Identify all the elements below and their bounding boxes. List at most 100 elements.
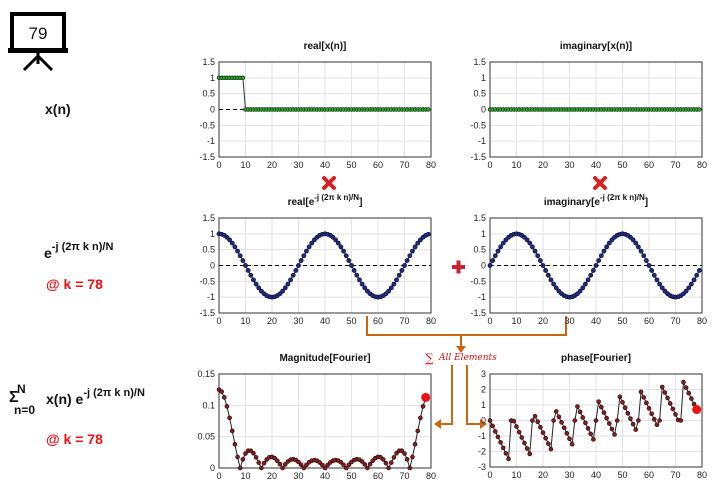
y-tick-label: -0.5	[199, 276, 215, 286]
data-point	[588, 431, 594, 437]
y-tick-label: 1	[481, 400, 486, 410]
data-point	[219, 389, 224, 394]
data-point	[248, 272, 254, 278]
data-point	[232, 244, 238, 250]
data-point	[298, 462, 304, 468]
data-point	[380, 457, 386, 462]
title-end: ]	[359, 197, 362, 208]
x-tick-label: 30	[293, 160, 303, 170]
x-tick-label: 40	[320, 316, 330, 326]
y-tick-label: 0	[481, 416, 486, 426]
x-tick-label: 10	[240, 316, 250, 326]
x-tick-label: 80	[697, 470, 707, 480]
data-point	[604, 415, 609, 421]
data-point	[585, 277, 591, 283]
data-point	[612, 432, 617, 437]
data-point	[412, 244, 418, 250]
data-point	[654, 422, 660, 428]
y-tick-label: -1	[207, 292, 215, 302]
x-tick-label: 80	[697, 160, 707, 170]
data-point	[604, 244, 609, 250]
data-point	[556, 414, 562, 420]
data-point	[426, 107, 431, 112]
data-point	[309, 240, 315, 246]
data-point	[386, 288, 391, 294]
x-tick-label: 30	[293, 471, 303, 481]
x-tick-label: 70	[399, 316, 409, 326]
data-point	[240, 75, 246, 81]
y-tick-label: 0	[481, 105, 486, 115]
exp-label: e-j (2π k n)/N	[44, 241, 113, 261]
data-point	[407, 253, 413, 259]
data-point	[548, 446, 554, 452]
data-point	[577, 288, 583, 294]
data-point	[341, 462, 346, 468]
plot-imag-x: 0 10 20 30 40 50 60 70 80 -1.5 -1 -0.5 0 0.5 1 1.5 imagi…	[470, 41, 707, 170]
x-tick-label: 50	[617, 160, 627, 170]
data-point	[359, 459, 365, 464]
data-point	[256, 460, 262, 465]
data-point	[259, 465, 264, 471]
x-tick-label: 50	[617, 470, 627, 480]
data-point	[274, 458, 280, 464]
data-point	[290, 272, 296, 278]
y-tick-label: 1	[481, 229, 486, 239]
data-point	[243, 451, 248, 456]
data-point	[391, 281, 397, 287]
data-point	[404, 258, 410, 263]
xn-label: x(n)	[45, 101, 71, 117]
plot-title: real[x(n)]	[304, 41, 347, 52]
data-point	[280, 465, 285, 471]
data-point	[532, 248, 538, 254]
data-point	[591, 437, 596, 442]
y-tick-label: -1.5	[470, 308, 486, 318]
y-tick-label: -1	[478, 431, 486, 441]
data-point	[235, 454, 240, 460]
data-point	[343, 465, 349, 471]
plot-title: Magnitude[Fourier]	[279, 353, 370, 364]
x-tick-label: 0	[487, 160, 492, 170]
data-point	[651, 272, 657, 278]
title-end: ]	[645, 197, 648, 208]
data-point	[630, 237, 636, 243]
data-point	[535, 253, 541, 259]
data-point	[646, 263, 652, 268]
data-point	[506, 456, 511, 462]
data-point	[609, 426, 615, 432]
data-point	[301, 465, 307, 471]
all-elements-label: ∑ All Elements	[425, 351, 497, 365]
y-tick-label: -0.5	[199, 120, 215, 130]
data-point	[338, 244, 344, 250]
sum-body: x(n) e	[46, 391, 84, 407]
data-point	[696, 268, 702, 273]
data-point	[524, 237, 530, 243]
data-point	[341, 248, 346, 254]
x-tick-label: 60	[373, 160, 383, 170]
y-tick-label: 2	[481, 385, 486, 395]
x-tick-label: 10	[511, 470, 521, 480]
data-point	[535, 419, 541, 425]
data-point	[277, 461, 283, 467]
data-point	[415, 428, 421, 434]
data-point	[540, 430, 546, 435]
data-point	[343, 253, 349, 259]
x-tick-label: 80	[426, 316, 436, 326]
data-point	[659, 285, 665, 291]
data-point	[511, 418, 517, 424]
x-tick-label: 80	[426, 160, 436, 170]
k-label-2: @ k = 78	[46, 431, 103, 447]
data-point	[240, 457, 246, 462]
title-base: real[e	[288, 197, 315, 208]
x-tick-label: 80	[426, 471, 436, 481]
data-point	[670, 406, 676, 412]
multiply-icon	[593, 176, 607, 190]
data-point	[519, 435, 525, 440]
data-point	[354, 272, 360, 278]
x-tick-label: 60	[644, 160, 654, 170]
x-tick-label: 40	[320, 471, 330, 481]
data-point	[601, 248, 607, 254]
title-base: imaginary[e	[544, 197, 601, 208]
arrow-to-magnitude	[440, 365, 453, 425]
y-tick-label: 1	[210, 73, 215, 83]
data-point	[665, 395, 670, 401]
